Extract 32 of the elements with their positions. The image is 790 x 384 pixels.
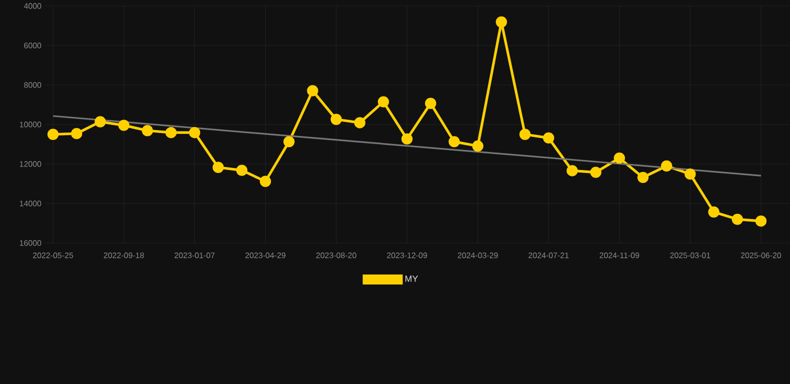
point xyxy=(472,140,484,152)
legend-label: MY xyxy=(405,276,418,282)
point xyxy=(71,128,82,140)
point xyxy=(354,117,366,128)
point xyxy=(614,152,625,164)
point xyxy=(496,16,508,28)
point xyxy=(212,162,224,173)
point xyxy=(330,114,342,125)
point xyxy=(590,166,602,178)
point xyxy=(543,132,554,144)
point xyxy=(755,215,767,227)
point xyxy=(660,160,672,172)
point xyxy=(732,214,743,225)
point xyxy=(260,176,272,187)
point xyxy=(448,136,460,148)
point xyxy=(165,126,177,138)
point xyxy=(684,168,696,180)
point xyxy=(519,128,531,140)
point xyxy=(283,136,295,148)
point xyxy=(637,172,649,184)
point xyxy=(47,128,59,140)
point xyxy=(118,120,130,131)
point xyxy=(307,85,318,96)
point xyxy=(425,98,436,109)
point xyxy=(401,133,413,145)
point xyxy=(94,116,106,128)
point xyxy=(378,96,390,108)
point xyxy=(142,125,154,136)
point xyxy=(189,126,200,138)
point xyxy=(566,165,578,176)
point xyxy=(708,206,720,218)
point xyxy=(236,164,248,176)
